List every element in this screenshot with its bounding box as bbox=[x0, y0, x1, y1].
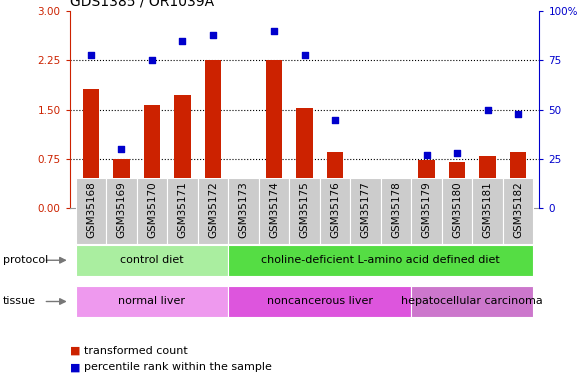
Point bbox=[361, 199, 370, 205]
Bar bbox=[76, 286, 229, 317]
Point bbox=[483, 106, 492, 112]
Text: GSM35180: GSM35180 bbox=[452, 182, 462, 238]
Text: tissue: tissue bbox=[3, 297, 36, 306]
Text: transformed count: transformed count bbox=[84, 346, 188, 355]
Text: GSM35175: GSM35175 bbox=[299, 182, 310, 238]
Text: percentile rank within the sample: percentile rank within the sample bbox=[84, 363, 272, 372]
Text: GDS1385 / OR1039A: GDS1385 / OR1039A bbox=[70, 0, 213, 9]
Text: GSM35176: GSM35176 bbox=[330, 182, 340, 238]
Bar bbox=[82, 89, 99, 208]
Text: GSM35171: GSM35171 bbox=[177, 182, 187, 238]
Bar bbox=[296, 108, 313, 208]
Bar bbox=[205, 60, 222, 208]
Bar bbox=[418, 160, 435, 208]
Text: GSM35173: GSM35173 bbox=[238, 182, 248, 238]
Bar bbox=[449, 162, 465, 208]
Point bbox=[513, 111, 523, 117]
Bar bbox=[137, 178, 167, 244]
Bar bbox=[472, 178, 503, 244]
Point bbox=[208, 32, 218, 38]
Bar bbox=[357, 202, 374, 208]
Point bbox=[239, 203, 248, 209]
Bar bbox=[259, 178, 289, 244]
Bar bbox=[327, 152, 343, 208]
Point bbox=[331, 117, 340, 123]
Text: noncancerous liver: noncancerous liver bbox=[267, 297, 373, 306]
Text: ■: ■ bbox=[70, 346, 80, 355]
Text: GSM35177: GSM35177 bbox=[361, 182, 371, 238]
Bar bbox=[229, 245, 533, 276]
Bar bbox=[174, 95, 191, 208]
Bar bbox=[320, 178, 350, 244]
Bar bbox=[144, 105, 160, 208]
Text: ■: ■ bbox=[70, 363, 80, 372]
Point bbox=[269, 28, 278, 34]
Bar bbox=[350, 178, 380, 244]
Point bbox=[147, 57, 157, 63]
Text: control diet: control diet bbox=[120, 255, 184, 265]
Bar bbox=[442, 178, 472, 244]
Text: GSM35169: GSM35169 bbox=[117, 182, 126, 238]
Point bbox=[178, 38, 187, 44]
Bar bbox=[167, 178, 198, 244]
Text: GSM35179: GSM35179 bbox=[422, 182, 432, 238]
Bar bbox=[198, 178, 229, 244]
Bar bbox=[229, 178, 259, 244]
Bar bbox=[235, 207, 252, 208]
Bar bbox=[411, 178, 442, 244]
Text: hepatocellular carcinoma: hepatocellular carcinoma bbox=[401, 297, 543, 306]
Text: GSM35178: GSM35178 bbox=[391, 182, 401, 238]
Bar bbox=[387, 200, 404, 208]
Text: choline-deficient L-amino acid defined diet: choline-deficient L-amino acid defined d… bbox=[262, 255, 500, 265]
Point bbox=[452, 150, 462, 156]
Bar bbox=[229, 286, 411, 317]
Bar bbox=[479, 156, 496, 208]
Bar bbox=[76, 245, 229, 276]
Bar bbox=[289, 178, 320, 244]
Point bbox=[117, 146, 126, 152]
Text: GSM35168: GSM35168 bbox=[86, 182, 96, 238]
Text: GSM35170: GSM35170 bbox=[147, 182, 157, 238]
Text: GSM35181: GSM35181 bbox=[483, 182, 492, 238]
Point bbox=[86, 52, 96, 58]
Bar bbox=[503, 178, 533, 244]
Bar bbox=[411, 286, 533, 317]
Point bbox=[300, 52, 309, 58]
Point bbox=[422, 152, 431, 158]
Bar bbox=[113, 159, 130, 208]
Bar bbox=[510, 152, 527, 208]
Text: GSM35172: GSM35172 bbox=[208, 182, 218, 238]
Bar bbox=[380, 178, 411, 244]
Bar bbox=[106, 178, 137, 244]
Text: normal liver: normal liver bbox=[118, 297, 186, 306]
Text: protocol: protocol bbox=[3, 255, 48, 265]
Text: GSM35174: GSM35174 bbox=[269, 182, 279, 238]
Bar bbox=[266, 60, 282, 208]
Bar bbox=[76, 178, 106, 244]
Text: GSM35182: GSM35182 bbox=[513, 182, 523, 238]
Point bbox=[392, 197, 401, 203]
